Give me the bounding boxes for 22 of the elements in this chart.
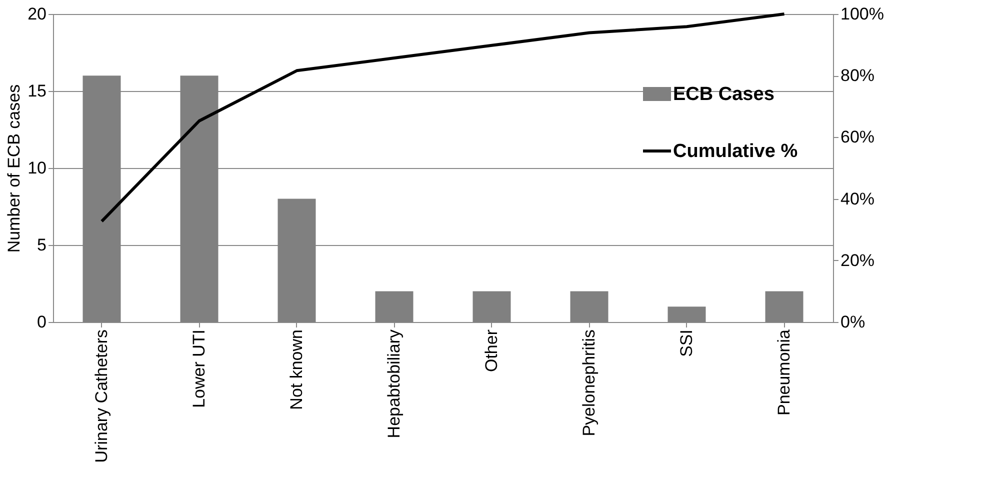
legend-label: Cumulative %	[673, 141, 798, 162]
y-tick-label: 10	[28, 158, 46, 178]
y2-tick-label: 0%	[840, 312, 866, 332]
x-tick-label: Hepabtobiliary	[384, 329, 404, 438]
x-tick-label: Other	[482, 329, 501, 372]
y2-tick-label: 80%	[840, 66, 875, 86]
y-tick-label: 20	[28, 4, 46, 24]
y2-tick-label: 20%	[840, 250, 875, 270]
y2-tick-label: 60%	[840, 128, 875, 147]
y-tick-label: 15	[28, 82, 46, 100]
x-tick-label: Lower UTI	[189, 330, 208, 408]
legend-label: ECB Cases	[673, 84, 774, 105]
x-tick-label: Pyelonephritis	[579, 330, 598, 436]
x-tick-label: Not known	[286, 330, 306, 410]
y2-tick-label: 100%	[840, 4, 884, 24]
x-tick-label: SSI	[676, 330, 696, 357]
y2-tick-label: 40%	[840, 189, 875, 208]
y-tick-label: 5	[37, 236, 46, 254]
x-tick-label: Urinary Catheters	[92, 330, 111, 463]
y-axis-title: Number of ECB cases	[4, 84, 24, 253]
y-tick-label: 0	[37, 312, 46, 332]
x-tick-label: Pneumonia	[774, 328, 794, 416]
